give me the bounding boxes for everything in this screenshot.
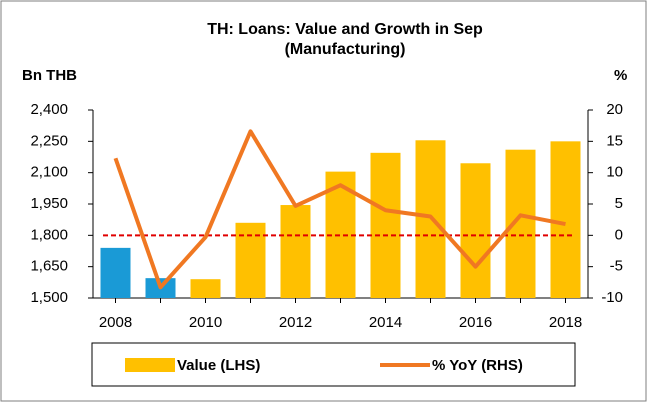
chart-subtitle: (Manufacturing): [285, 41, 406, 58]
x-tick-label: 2010: [189, 314, 222, 331]
y2-tick-label: 20: [606, 101, 623, 118]
y2-tick-label: -5: [610, 258, 623, 275]
y-tick-label: 1,650: [30, 258, 68, 275]
y2-tick-label: 10: [606, 164, 623, 181]
y2-tick-label: 15: [606, 132, 623, 149]
y-tick-label: 1,500: [30, 289, 68, 306]
y-tick-label: 1,950: [30, 195, 68, 212]
y-tick-label: 2,100: [30, 164, 68, 181]
bar: [370, 152, 401, 298]
x-tick-label: 2008: [99, 314, 132, 331]
y-axis-label: Bn THB: [22, 67, 77, 84]
x-tick-label: 2016: [459, 314, 492, 331]
bar: [280, 205, 311, 298]
bar: [505, 149, 536, 298]
y2-axis-label: %: [614, 67, 627, 84]
y2-tick-label: 0: [615, 226, 623, 243]
y2-tick-label: 5: [615, 195, 623, 212]
legend-swatch: [125, 358, 175, 372]
y-tick-label: 1,800: [30, 226, 68, 243]
x-tick-label: 2012: [279, 314, 312, 331]
x-tick-label: 2018: [549, 314, 582, 331]
legend-label: Value (LHS): [177, 357, 260, 374]
bar: [460, 163, 491, 298]
bar: [100, 247, 131, 298]
line: [113, 129, 566, 290]
legend-label: % YoY (RHS): [432, 357, 523, 374]
bar: [550, 141, 581, 298]
bar: [190, 279, 221, 298]
bar: [235, 222, 266, 298]
y2-tick-label: -10: [601, 289, 623, 306]
chart-title: TH: Loans: Value and Growth in Sep: [207, 21, 483, 38]
y-tick-label: 2,250: [30, 132, 68, 149]
y-tick-label: 2,400: [30, 101, 68, 118]
x-tick-label: 2014: [369, 314, 402, 331]
